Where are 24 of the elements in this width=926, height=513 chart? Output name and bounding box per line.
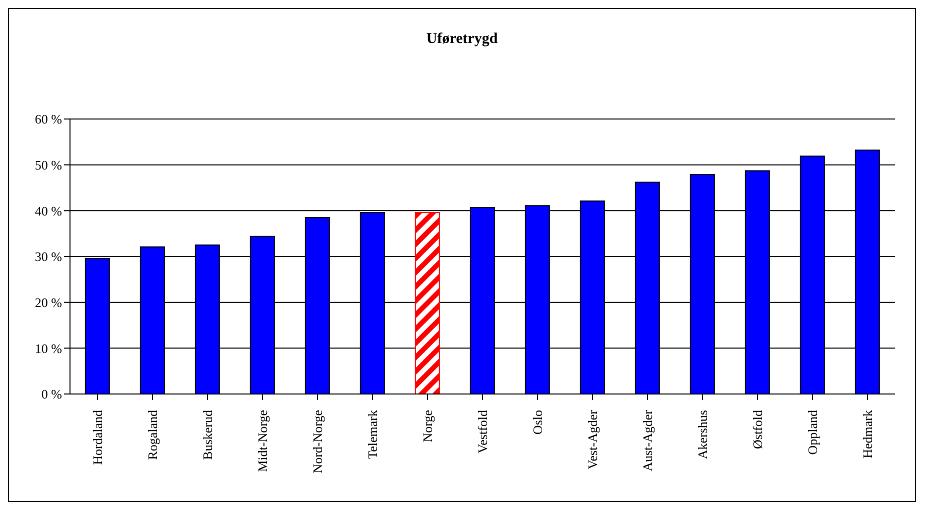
x-tick-label: Nord-Norge	[310, 410, 325, 474]
x-tick-label: Akershus	[695, 410, 710, 460]
x-tick-label: Vest-Agder	[585, 409, 600, 470]
y-tick-label: 20 %	[34, 294, 62, 310]
x-tick-label: Østfold	[750, 410, 765, 449]
x-tick-label: Telemark	[365, 410, 380, 459]
x-tick-label: Rogaland	[145, 410, 160, 460]
chart-title: Uføretrygd	[425, 31, 499, 48]
y-tick-label: 50 %	[34, 157, 62, 172]
bar	[414, 212, 440, 394]
x-tick-label: Hordaland	[90, 410, 105, 465]
y-tick-label: 40 %	[34, 203, 62, 218]
y-tick-label: 60 %	[34, 112, 62, 127]
x-tick-label: Midt-Norge	[255, 410, 270, 472]
x-tick-label: Aust-Agder	[640, 409, 655, 472]
y-tick-label: 10 %	[34, 340, 62, 356]
x-tick-label: Oslo	[530, 410, 545, 435]
x-tick-label: Buskerud	[200, 410, 215, 460]
y-tick-label: 30 %	[34, 249, 62, 264]
x-tick-label: Norge	[420, 410, 435, 442]
x-tick-label: Hedmark	[860, 410, 875, 458]
x-tick-label: Oppland	[805, 410, 820, 455]
x-tick-label: Vestfold	[475, 410, 490, 454]
y-tick-label: 0 %	[41, 386, 62, 402]
